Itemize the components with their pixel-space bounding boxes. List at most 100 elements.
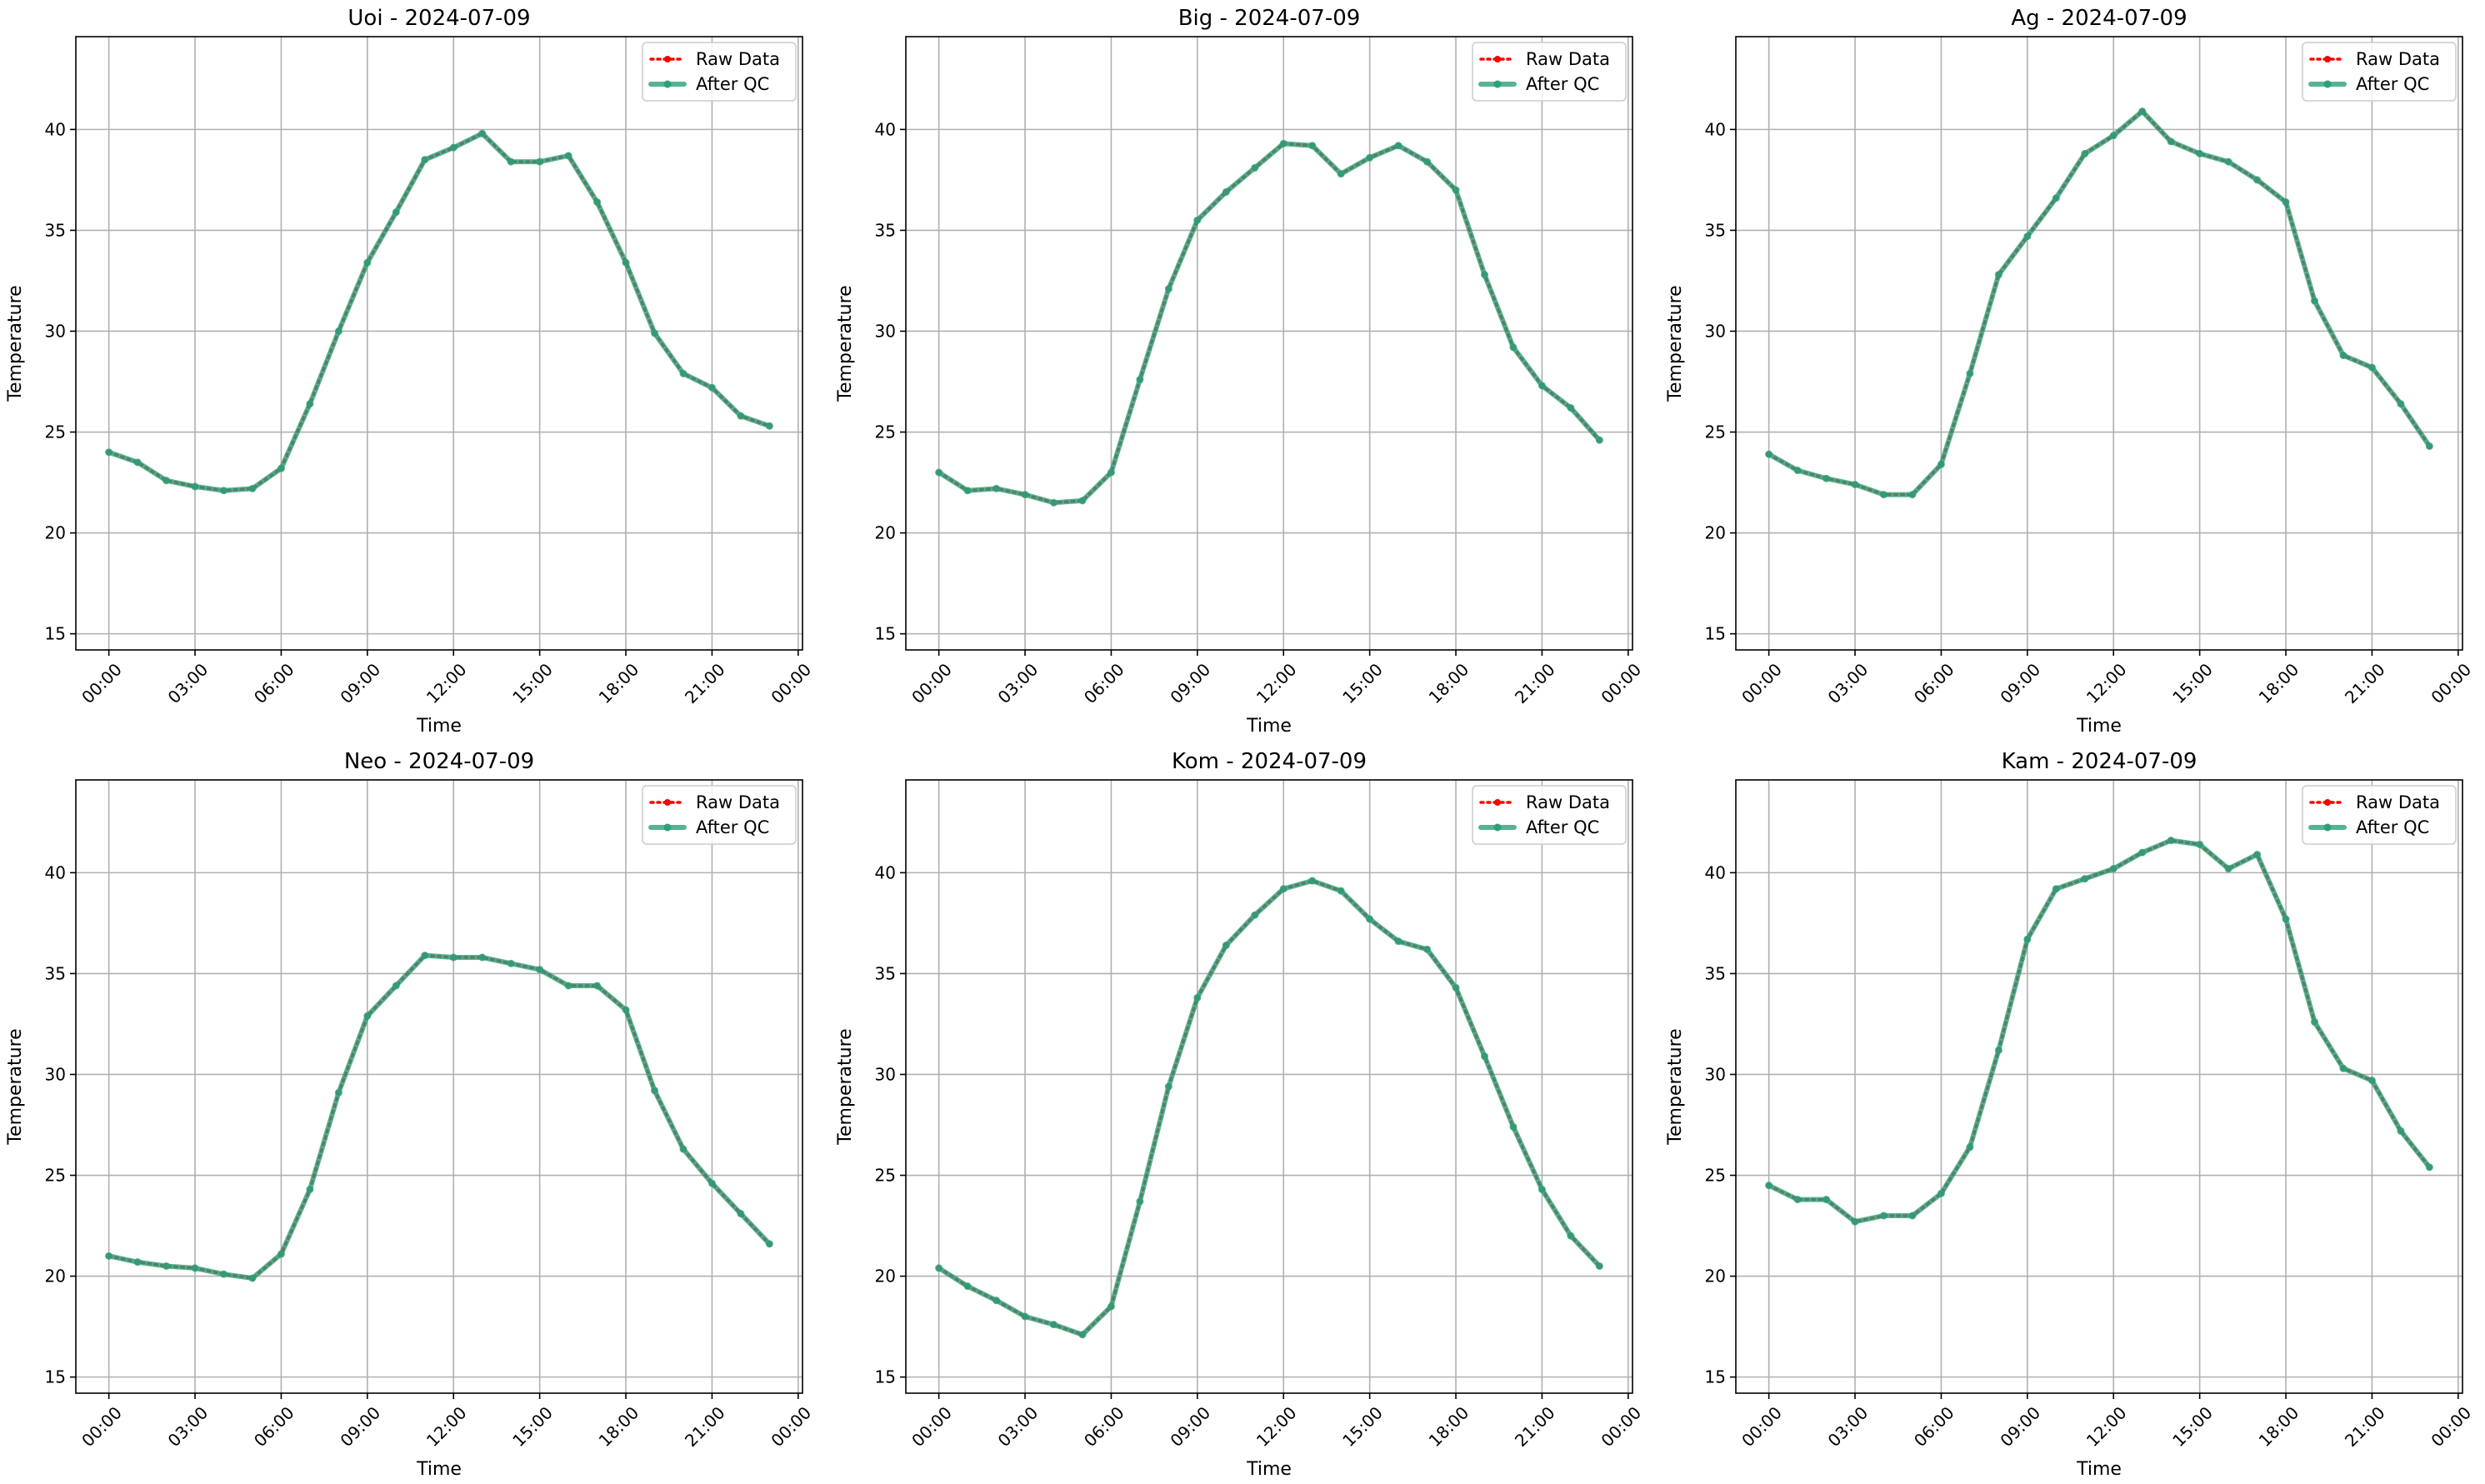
y-tick-label: 40	[45, 862, 66, 882]
x-tick-label: 21:00	[1511, 1402, 1559, 1451]
data-point	[1538, 1185, 1546, 1193]
data-point	[507, 157, 515, 166]
x-tick-label: 03:00	[994, 659, 1042, 707]
data-point	[1251, 911, 1259, 919]
data-point	[133, 458, 142, 467]
chart-title: Ag - 2024-07-09	[2011, 6, 2187, 31]
data-point	[1851, 480, 1859, 488]
y-axis-label: Temperature	[1665, 1028, 1686, 1145]
data-point	[2023, 232, 2032, 241]
y-tick-label: 30	[45, 1064, 66, 1084]
data-point	[1164, 1082, 1172, 1091]
x-tick-label: 00:00	[1738, 1402, 1786, 1451]
y-tick-label: 40	[1705, 862, 1726, 882]
data-point	[1366, 153, 1374, 162]
data-point	[622, 258, 630, 267]
data-point	[2224, 865, 2232, 873]
data-point	[935, 1264, 943, 1272]
series-line-after-qc	[1766, 108, 2432, 497]
data-point	[2167, 837, 2175, 845]
axes-frame	[905, 779, 1633, 1394]
data-point	[334, 1088, 342, 1097]
x-tick-label: 15:00	[1338, 1402, 1387, 1451]
legend-label: Raw Data	[696, 49, 780, 69]
y-tick-label: 25	[45, 422, 66, 442]
data-point	[2196, 840, 2204, 848]
data-point	[1423, 945, 1432, 953]
x-tick-label: 15:00	[1338, 659, 1387, 707]
subplot-3: 00:00 03:00 06:00 09:00 12:00 15:00 18:00 21:00…	[1665, 6, 2475, 737]
data-point	[1595, 1262, 1603, 1270]
data-point	[1193, 993, 1202, 1002]
subplot-6: 00:00 03:00 06:00 09:00 12:00 15:00 18:00 21:00…	[1665, 749, 2475, 1480]
data-point	[421, 156, 429, 164]
legend-label: Raw Data	[1526, 49, 1610, 69]
x-tick-label: 21:00	[2341, 1402, 2389, 1451]
legend: Raw Data After QC	[1472, 785, 1627, 845]
y-tick-label: 25	[45, 1166, 66, 1186]
y-tick-label: 40	[875, 119, 896, 139]
x-tick-label: 00:00	[767, 1402, 815, 1451]
x-tick-label: 00:00	[78, 1402, 126, 1451]
y-tick-label: 25	[875, 1166, 896, 1186]
data-point	[1222, 187, 1230, 196]
x-tick-label: 12:00	[1252, 659, 1301, 707]
y-tick-label: 20	[45, 1267, 66, 1287]
subplot-4: 00:00 03:00 06:00 09:00 12:00 15:00 18:00 21:00…	[5, 749, 815, 1480]
legend-marker	[2323, 823, 2332, 832]
y-axis-label: Temperature	[835, 285, 856, 402]
x-tick-label: 06:00	[1080, 659, 1128, 707]
y-tick-label: 30	[875, 1064, 896, 1084]
data-point	[1966, 369, 1974, 377]
data-point	[1994, 1046, 2002, 1054]
y-tick-label: 15	[45, 624, 66, 644]
data-point	[935, 468, 943, 477]
x-tick-label: 18:00	[595, 1402, 643, 1451]
chart-title: Kam - 2024-07-09	[2002, 749, 2198, 774]
data-point	[306, 1185, 314, 1193]
data-point	[1937, 460, 1945, 468]
x-tick-label: 18:00	[2255, 659, 2303, 707]
data-point	[2397, 1127, 2405, 1135]
data-point	[392, 208, 400, 217]
data-point	[2425, 1163, 2433, 1172]
x-tick-label: 00:00	[767, 659, 815, 707]
data-point	[2138, 848, 2147, 857]
legend-marker	[2323, 80, 2332, 88]
x-tick-label: 00:00	[908, 659, 956, 707]
x-tick-label: 18:00	[1425, 1402, 1473, 1451]
data-point	[536, 157, 544, 166]
subplot-5: 00:00 03:00 06:00 09:00 12:00 15:00 18:00 21:00…	[835, 749, 1645, 1480]
data-point	[1394, 142, 1402, 150]
data-point	[963, 1282, 972, 1291]
data-point	[1822, 474, 1831, 482]
data-point	[1423, 157, 1432, 166]
data-point	[2368, 1077, 2376, 1085]
x-tick-label: 12:00	[422, 659, 471, 707]
data-point	[1908, 491, 1917, 499]
data-point	[1908, 1212, 1917, 1220]
axes-frame	[75, 779, 803, 1394]
data-point	[449, 953, 458, 962]
data-point	[1021, 491, 1029, 499]
x-tick-label: 00:00	[908, 1402, 956, 1451]
data-point	[191, 482, 199, 491]
data-point	[536, 966, 544, 974]
data-point	[622, 1006, 630, 1014]
data-point	[2310, 1018, 2318, 1027]
x-tick-label: 09:00	[1996, 1402, 2044, 1451]
data-point	[2167, 137, 2175, 146]
data-point	[334, 327, 342, 335]
axes-frame	[1735, 36, 2463, 651]
data-point	[1222, 942, 1230, 950]
legend-marker	[2324, 799, 2331, 806]
data-point	[478, 129, 487, 137]
x-axis-label: Time	[1246, 1459, 1292, 1480]
data-point	[1337, 170, 1345, 178]
series-line-raw-data	[937, 142, 1602, 505]
legend-marker	[1493, 80, 1502, 88]
data-point	[105, 448, 113, 457]
x-axis-label: Time	[2076, 1459, 2122, 1480]
data-point	[2081, 149, 2089, 157]
data-point	[2023, 935, 2032, 943]
